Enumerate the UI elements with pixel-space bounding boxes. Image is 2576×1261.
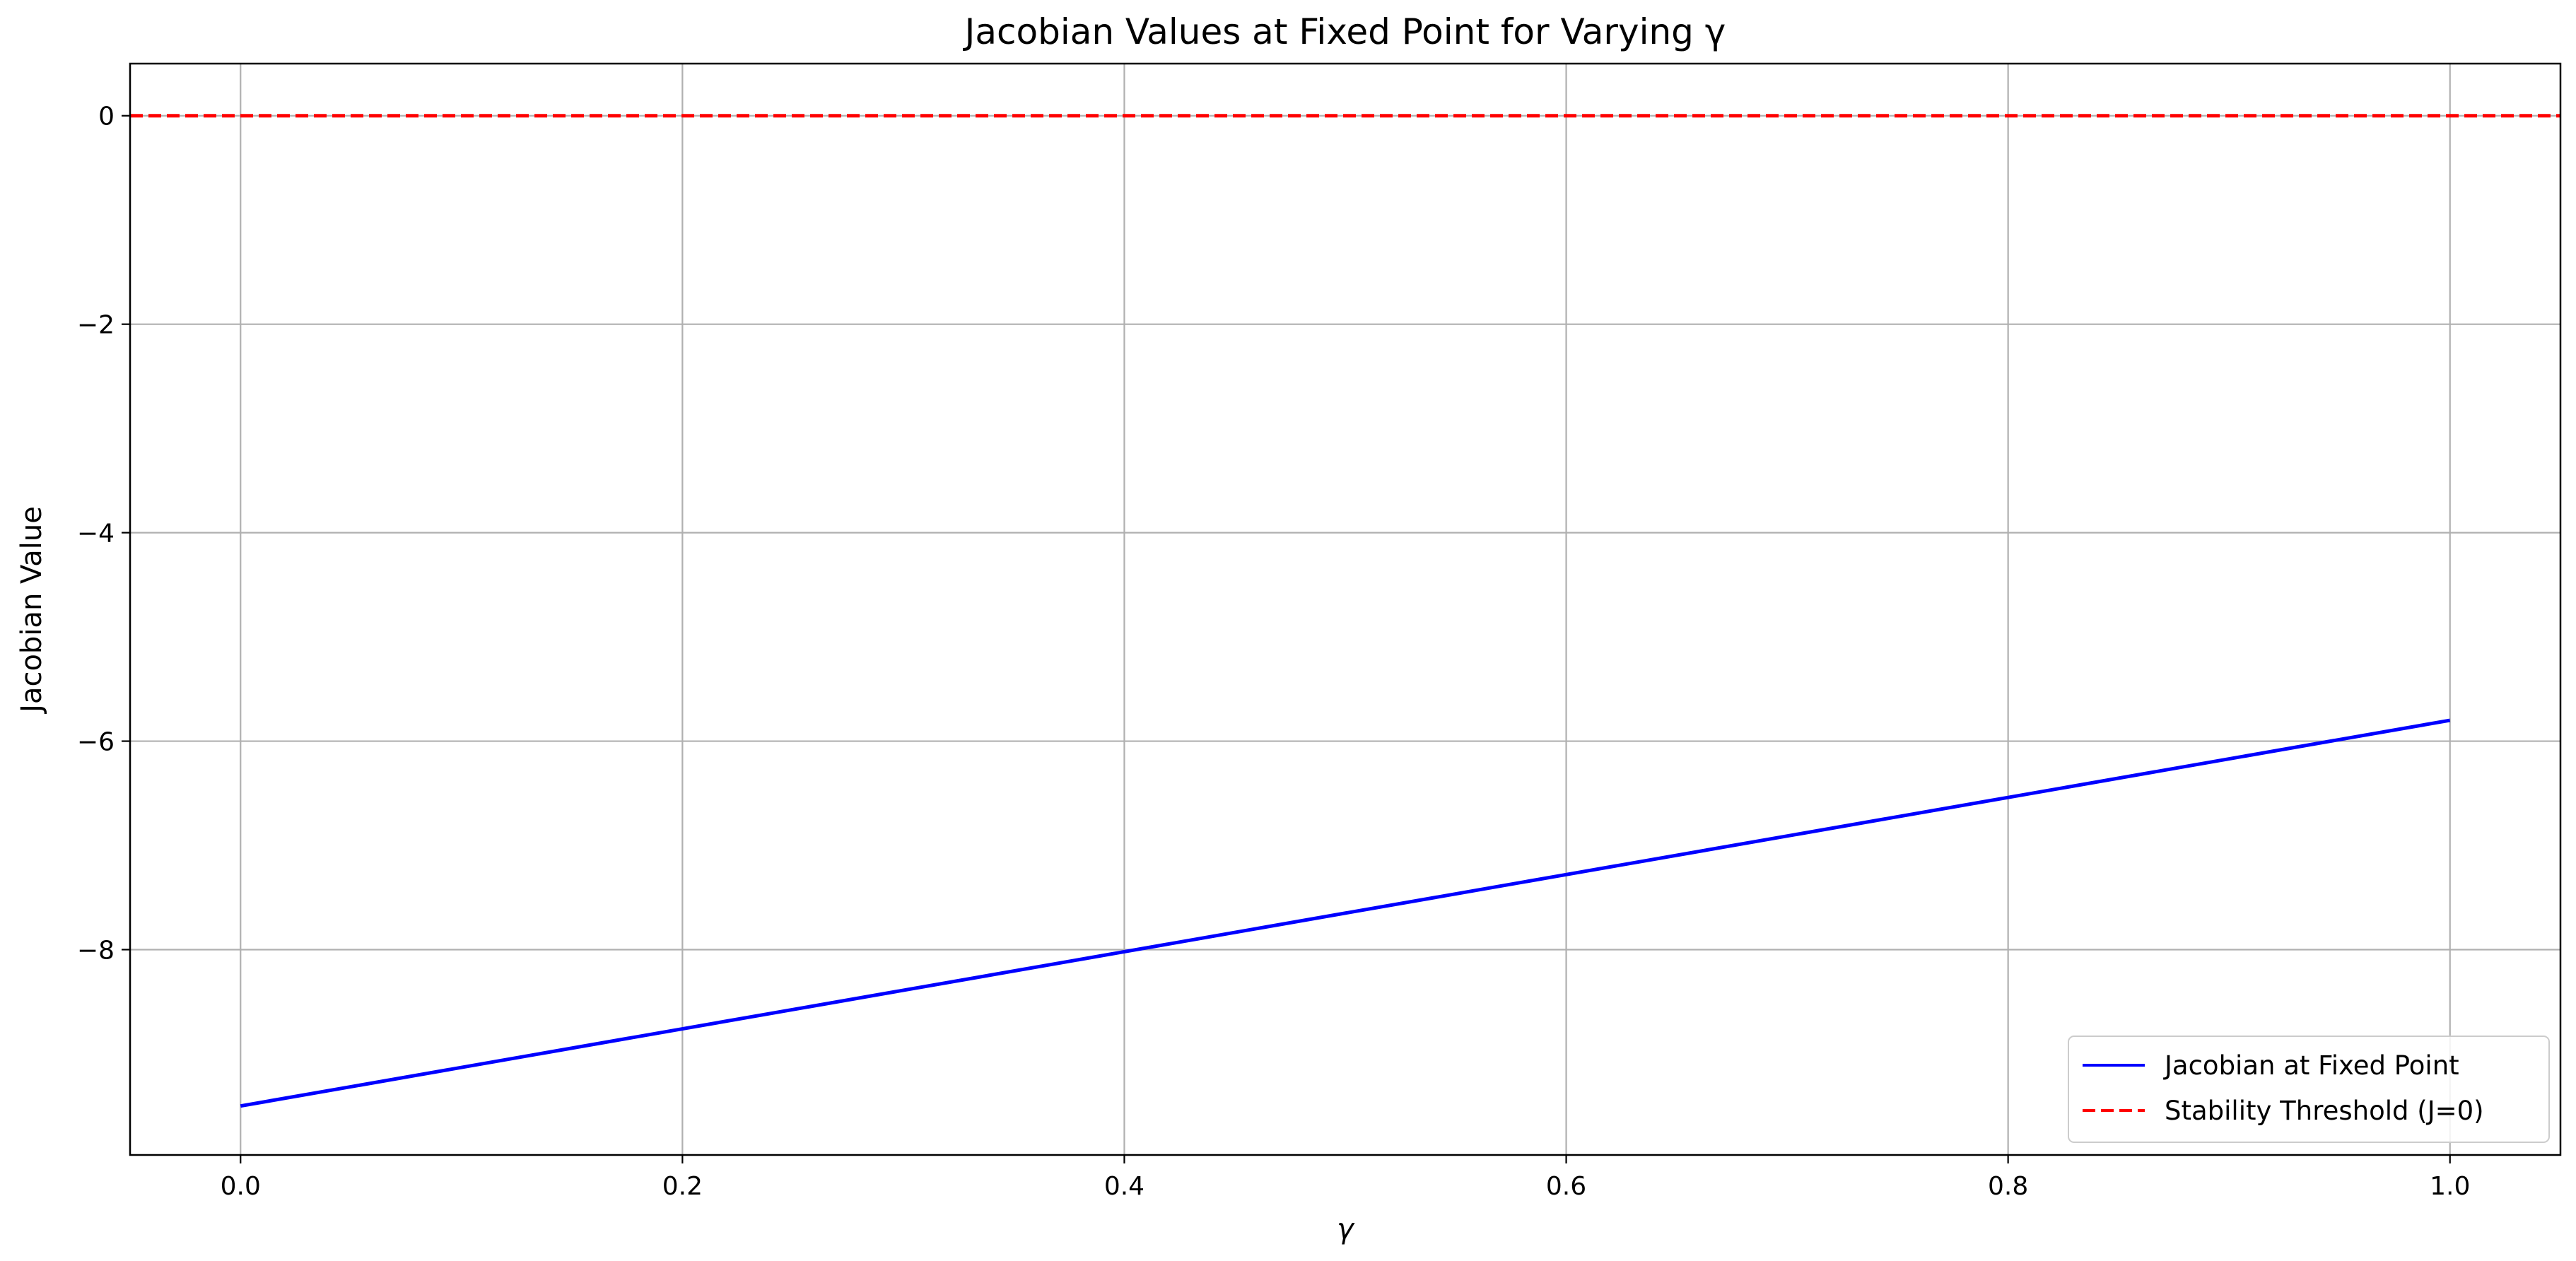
series-line-jacobian [240,718,2451,1108]
y-tick-label: −6 [77,728,115,757]
x-tick-label: 0.0 [221,1172,261,1201]
legend: Jacobian at Fixed Point Stability Thresh… [2068,1036,2550,1143]
y-tick-label: −4 [77,520,115,549]
y-tick-label: 0 [98,102,115,131]
x-axis-title: γ [1337,1213,1355,1245]
y-tick-label: −8 [77,936,115,965]
y-axis-title: Jacobian Value [16,506,48,715]
x-tick-label: 0.2 [662,1172,703,1201]
x-tick-label: 1.0 [2430,1172,2470,1201]
series-layer [130,114,2560,1108]
x-tick-label: 0.4 [1104,1172,1144,1201]
chart-title: Jacobian Values at Fixed Point for Varyi… [963,11,1726,52]
y-tick-label: −2 [77,311,115,340]
x-tick-label: 0.6 [1546,1172,1586,1201]
legend-box [2068,1036,2550,1143]
legend-label-threshold: Stability Threshold (J=0) [2165,1096,2484,1126]
legend-label-jacobian: Jacobian at Fixed Point [2163,1050,2459,1081]
ticks: 0.0 0.2 0.4 0.6 0.8 1.0 0 −2 −4 −6 −8 [77,102,2470,1201]
plot-frame [129,62,2562,1156]
x-tick-label: 0.8 [1988,1172,2028,1201]
